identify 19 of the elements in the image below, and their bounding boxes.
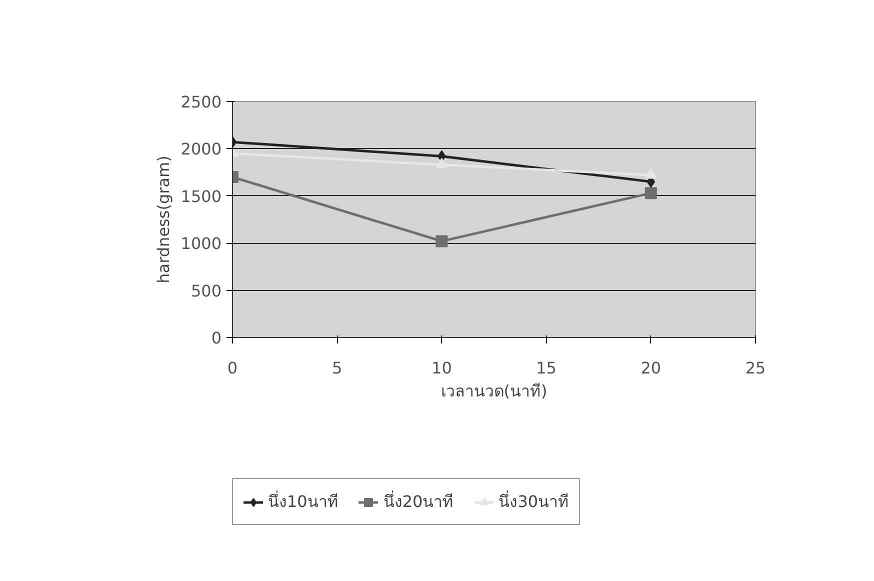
x-axis-title: เวลานวด(นาที) (440, 382, 548, 400)
x-tick-label: 10 (432, 358, 452, 378)
x-tick-label: 25 (745, 358, 766, 378)
y-tick-label: 0 (211, 328, 222, 348)
y-tick-label: 1000 (180, 234, 222, 254)
y-tick-label: 2000 (180, 140, 222, 159)
point (644, 187, 657, 200)
y-axis-title: hardness(gram) (154, 156, 173, 284)
y-tick-label: 500 (190, 281, 222, 300)
point (436, 235, 448, 248)
legend-label: นึ่ง20นาที (383, 490, 454, 513)
legend-label: นึ่ง10นาที (268, 490, 338, 513)
x-tick-label: 5 (332, 358, 342, 378)
legend-label: นึ่ง30นาที (498, 490, 570, 513)
y-tick-label: 1500 (180, 186, 222, 206)
y-tick-label: 2500 (180, 92, 222, 112)
x-tick-label: 20 (640, 358, 662, 378)
x-tick-label: 0 (227, 358, 238, 378)
x-tick-label: 15 (536, 358, 556, 378)
